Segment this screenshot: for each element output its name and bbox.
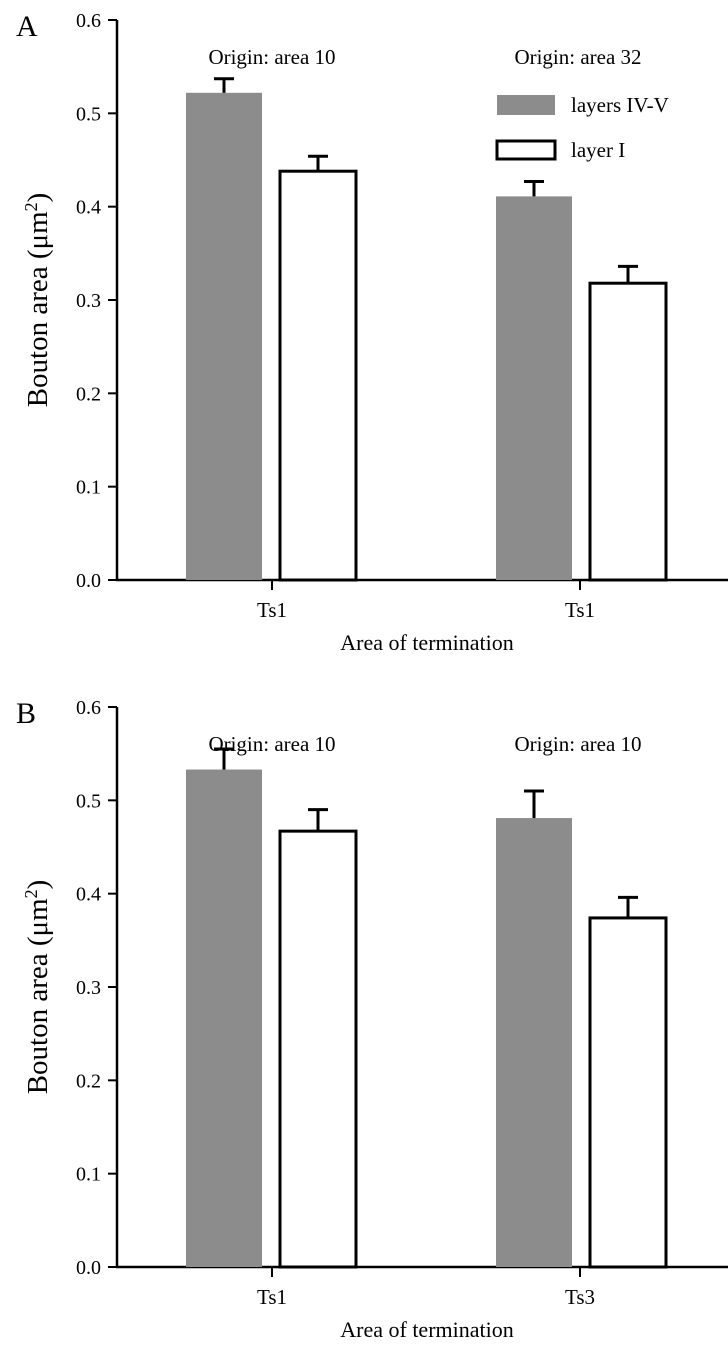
y-axis-label: Bouton area (μm2) — [21, 880, 54, 1095]
x-tick-label: Ts1 — [257, 1285, 287, 1309]
group-label: Origin: area 10 — [208, 45, 335, 69]
y-tick-label: 0.1 — [76, 1164, 101, 1186]
y-axis-label-end: ) — [22, 193, 54, 203]
y-tick-label: 0.6 — [76, 10, 101, 32]
y-axis-label-main: Bouton area (μm — [22, 211, 54, 407]
group-label: Origin: area 10 — [514, 732, 641, 756]
bar-layers-iv-v — [186, 769, 262, 1267]
y-axis-label-sup: 2 — [21, 889, 41, 898]
y-tick-label: 0.6 — [76, 697, 101, 719]
chart-panel-a: A 0.0 0.1 0.2 0.3 0.4 0.5 0.6 Ts1 Ts1 Area of term… — [16, 10, 728, 655]
legend-label: layers IV-V — [571, 93, 669, 117]
y-tick-label: 0.3 — [76, 290, 101, 312]
y-tick-label: 0.4 — [76, 197, 101, 219]
x-axis-label: Area of termination — [340, 1317, 514, 1342]
panel-label: A — [16, 10, 38, 43]
bar-layers-iv-v — [496, 818, 572, 1267]
bar-layer-i — [278, 169, 358, 582]
y-tick-label: 0.4 — [76, 884, 101, 906]
y-tick-label: 0.5 — [76, 103, 101, 125]
y-axis-label: Bouton area (μm2) — [21, 193, 54, 408]
bar-layer-i — [278, 829, 358, 1269]
legend-swatch — [497, 95, 555, 115]
y-tick-label: 0.0 — [76, 1257, 101, 1279]
y-tick-label: 0.2 — [76, 383, 101, 405]
bar-layers-iv-v — [496, 196, 572, 580]
bar-layer-i — [588, 916, 668, 1269]
x-tick-label: Ts1 — [565, 598, 595, 622]
y-tick-label: 0.2 — [76, 1070, 101, 1092]
y-tick-label: 0.5 — [76, 790, 101, 812]
bar-layers-iv-v — [186, 92, 262, 581]
legend: layers IV-V layer I — [495, 93, 669, 162]
x-tick-label: Ts3 — [565, 1285, 595, 1309]
y-axis-label-end: ) — [22, 880, 54, 890]
y-tick-label: 0.0 — [76, 570, 101, 592]
bar-layer-i — [588, 281, 668, 582]
y-tick-label: 0.3 — [76, 977, 101, 999]
panel-label: B — [16, 697, 36, 730]
x-axis-label: Area of termination — [340, 630, 514, 655]
group-label: Origin: area 10 — [208, 732, 335, 756]
x-tick-label: Ts1 — [257, 598, 287, 622]
y-tick-label: 0.1 — [76, 477, 101, 499]
chart-panel-b: B 0.0 0.1 0.2 0.3 0.4 0.5 0.6 Ts1 Ts3 Area of term… — [16, 697, 728, 1342]
y-axis-label-sup: 2 — [21, 202, 41, 211]
legend-swatch — [495, 139, 557, 161]
legend-label: layer I — [571, 138, 625, 162]
group-label: Origin: area 32 — [514, 45, 641, 69]
y-axis-label-main: Bouton area (μm — [22, 898, 54, 1094]
